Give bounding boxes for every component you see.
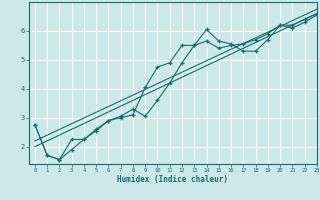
X-axis label: Humidex (Indice chaleur): Humidex (Indice chaleur) [117, 175, 228, 184]
